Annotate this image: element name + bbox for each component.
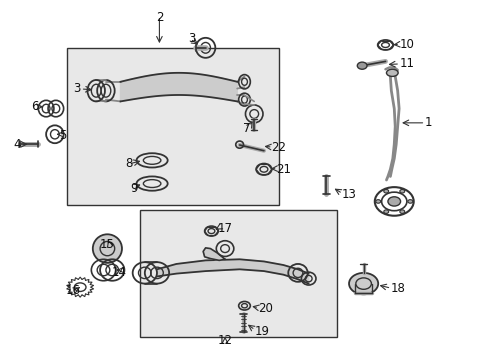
Polygon shape	[120, 73, 237, 102]
Text: 20: 20	[258, 302, 272, 315]
Text: 3: 3	[188, 32, 196, 45]
Circle shape	[399, 189, 404, 193]
Text: 3: 3	[73, 82, 81, 95]
Circle shape	[383, 189, 388, 193]
Text: 22: 22	[271, 141, 285, 154]
Text: 11: 11	[399, 57, 414, 71]
Text: 1: 1	[424, 116, 431, 129]
Circle shape	[383, 210, 388, 213]
Text: 7: 7	[243, 122, 250, 135]
Ellipse shape	[348, 273, 377, 294]
Text: 19: 19	[254, 325, 269, 338]
Circle shape	[387, 197, 400, 206]
Text: 4: 4	[13, 138, 20, 151]
Circle shape	[399, 210, 404, 213]
Circle shape	[375, 200, 380, 203]
Text: 21: 21	[276, 163, 290, 176]
Bar	[67, 48, 278, 205]
Polygon shape	[203, 248, 224, 260]
Ellipse shape	[93, 234, 122, 263]
Polygon shape	[157, 259, 308, 284]
Text: 15: 15	[100, 238, 115, 251]
Text: 12: 12	[217, 334, 232, 347]
Text: 18: 18	[389, 283, 405, 296]
Circle shape	[407, 200, 412, 203]
Bar	[140, 210, 336, 337]
Text: 10: 10	[399, 38, 414, 51]
Text: 9: 9	[130, 183, 138, 195]
Text: 5: 5	[59, 129, 66, 142]
Text: 16: 16	[66, 284, 81, 297]
Ellipse shape	[386, 69, 397, 76]
Text: 13: 13	[341, 188, 356, 201]
Text: 6: 6	[31, 100, 38, 113]
Text: 14: 14	[111, 266, 126, 279]
Text: 2: 2	[155, 11, 163, 24]
Ellipse shape	[357, 62, 366, 69]
Text: 17: 17	[217, 222, 232, 235]
Text: 8: 8	[125, 157, 132, 170]
